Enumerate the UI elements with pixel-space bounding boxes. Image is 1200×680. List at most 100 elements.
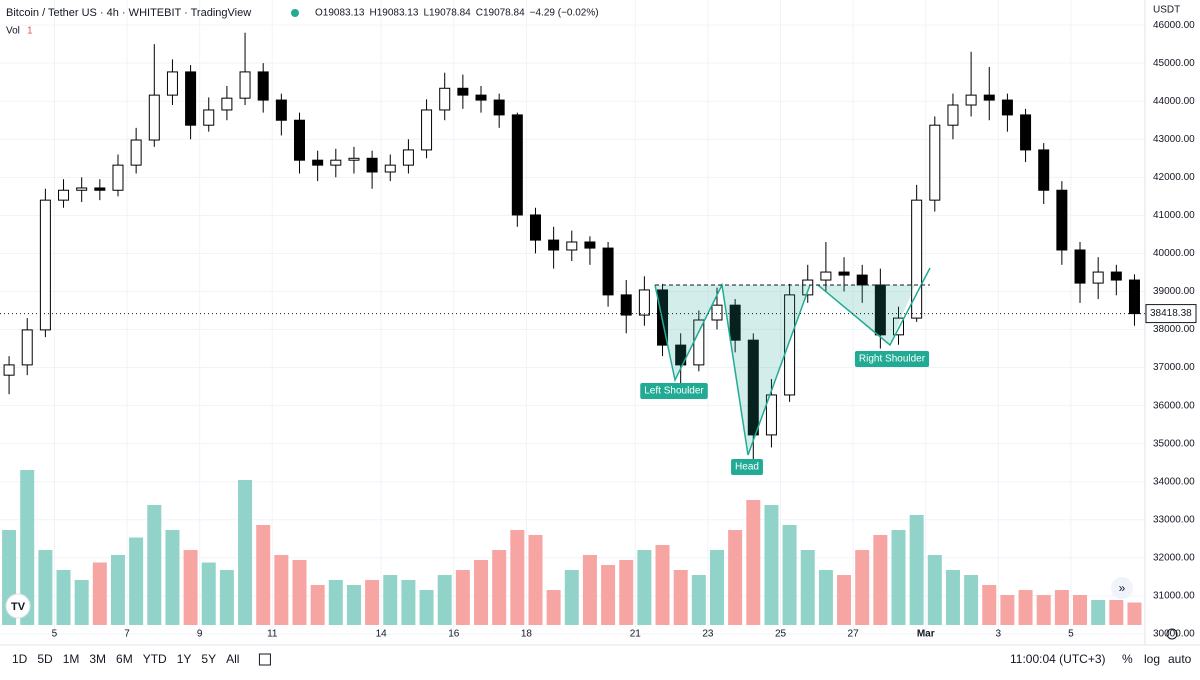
range-button[interactable]: 5D (37, 652, 53, 666)
scale-option[interactable]: auto (1168, 652, 1192, 666)
range-button[interactable]: All (226, 652, 239, 666)
x-tick-label: 23 (702, 629, 714, 640)
volume-setting[interactable]: 1 (27, 26, 33, 37)
candle-body (76, 187, 88, 191)
y-tick-label: 41000.00 (1153, 210, 1195, 221)
candle-body (166, 71, 178, 96)
candle-body (148, 94, 160, 141)
volume-bar (1000, 595, 1015, 625)
x-tick-label: 7 (124, 629, 130, 640)
last-price-box (1145, 304, 1197, 324)
calendar-icon[interactable] (258, 653, 271, 666)
volume-bar (310, 585, 325, 625)
candle-body (203, 109, 215, 126)
candle-body (402, 149, 414, 166)
volume-bar (346, 585, 361, 625)
candle-body (566, 241, 578, 251)
candle-body (3, 364, 15, 376)
candle-body (675, 344, 687, 366)
y-tick-label: 40000.00 (1153, 248, 1195, 259)
volume-bar (728, 530, 743, 625)
volume-bar (619, 560, 634, 625)
logo[interactable] (5, 593, 31, 619)
volume-bar (1018, 590, 1033, 625)
volume-bar (564, 570, 579, 625)
volume-bar (56, 570, 71, 625)
ohlc-value: −4.29 (−0.02%) (530, 8, 599, 19)
volume-bar (873, 535, 888, 625)
range-button[interactable]: 3M (89, 652, 106, 666)
candle-body (1020, 114, 1032, 151)
y-tick-label: 30000.00 (1153, 629, 1195, 640)
volume-bar (528, 535, 543, 625)
candle-body (929, 124, 941, 201)
candle-body (983, 94, 995, 101)
volume-bar (601, 565, 616, 625)
candle-body (602, 247, 614, 296)
range-button[interactable]: 6M (116, 652, 133, 666)
pattern-line (817, 267, 931, 347)
chart-title: Bitcoin / Tether US · 4h · WHITEBIT · Tr… (6, 7, 251, 19)
range-button[interactable]: 5Y (201, 652, 216, 666)
volume-bar (183, 550, 198, 625)
volume-bar (365, 580, 380, 625)
ohlc-value: L19078.84 (423, 8, 471, 19)
volume-bar (546, 590, 561, 625)
candle-body (965, 94, 977, 106)
range-button[interactable]: 1D (12, 652, 28, 666)
volume-bar (1036, 595, 1051, 625)
candle-body (1056, 189, 1068, 251)
volume-bar (746, 500, 761, 625)
candle-body (185, 71, 197, 126)
x-tick-label: 5 (1068, 629, 1074, 640)
candle-body (711, 304, 723, 321)
volume-bar (38, 550, 53, 625)
volume-bar (945, 570, 960, 625)
range-button[interactable]: 1M (63, 652, 80, 666)
candle-body (1128, 279, 1140, 315)
candle-body (275, 99, 287, 121)
volume-bar (1109, 600, 1124, 625)
range-button[interactable]: 1Y (177, 652, 192, 666)
candle-body (221, 97, 233, 111)
candle-body (348, 157, 360, 161)
x-tick-label: 21 (630, 629, 642, 640)
settings-icon[interactable] (1166, 628, 1178, 640)
volume-bar (110, 555, 125, 625)
candle-body (39, 199, 51, 331)
scale-option[interactable]: log (1144, 652, 1160, 666)
x-tick-label: Mar (917, 629, 935, 640)
candle-body (511, 114, 523, 216)
volume-bar (256, 525, 271, 625)
candle-body (838, 271, 850, 276)
candle-body (366, 157, 378, 173)
volume-bar (238, 480, 253, 625)
candle-body (439, 87, 451, 111)
annotation-box (640, 383, 708, 399)
volume-bar (927, 555, 942, 625)
volume-bar (92, 562, 107, 625)
last-price-label: 38418.38 (1150, 308, 1192, 319)
candle-body (384, 164, 396, 173)
ohlc-value: H19083.13 (370, 8, 419, 19)
scale-option[interactable]: % (1122, 652, 1133, 666)
currency[interactable]: USDT (1153, 5, 1180, 16)
range-button[interactable]: YTD (143, 652, 167, 666)
x-tick-label: 3 (996, 629, 1002, 640)
x-tick-label: 9 (197, 629, 203, 640)
ohlc-value: O19083.13 (315, 8, 365, 19)
volume-bar (383, 575, 398, 625)
candle-body (856, 274, 868, 286)
y-tick-label: 42000.00 (1153, 172, 1195, 183)
volume-bar (837, 575, 852, 625)
scroll-button[interactable] (1111, 577, 1133, 599)
volume-bar (1127, 602, 1142, 625)
candle-body (784, 294, 796, 396)
volume-bar (510, 530, 525, 625)
candle-body (58, 189, 70, 201)
volume-bar (219, 570, 234, 625)
candle-body (638, 289, 650, 316)
annotation: Left Shoulder (640, 383, 708, 399)
x-tick-label: 14 (376, 629, 388, 640)
candle-body (802, 279, 814, 296)
